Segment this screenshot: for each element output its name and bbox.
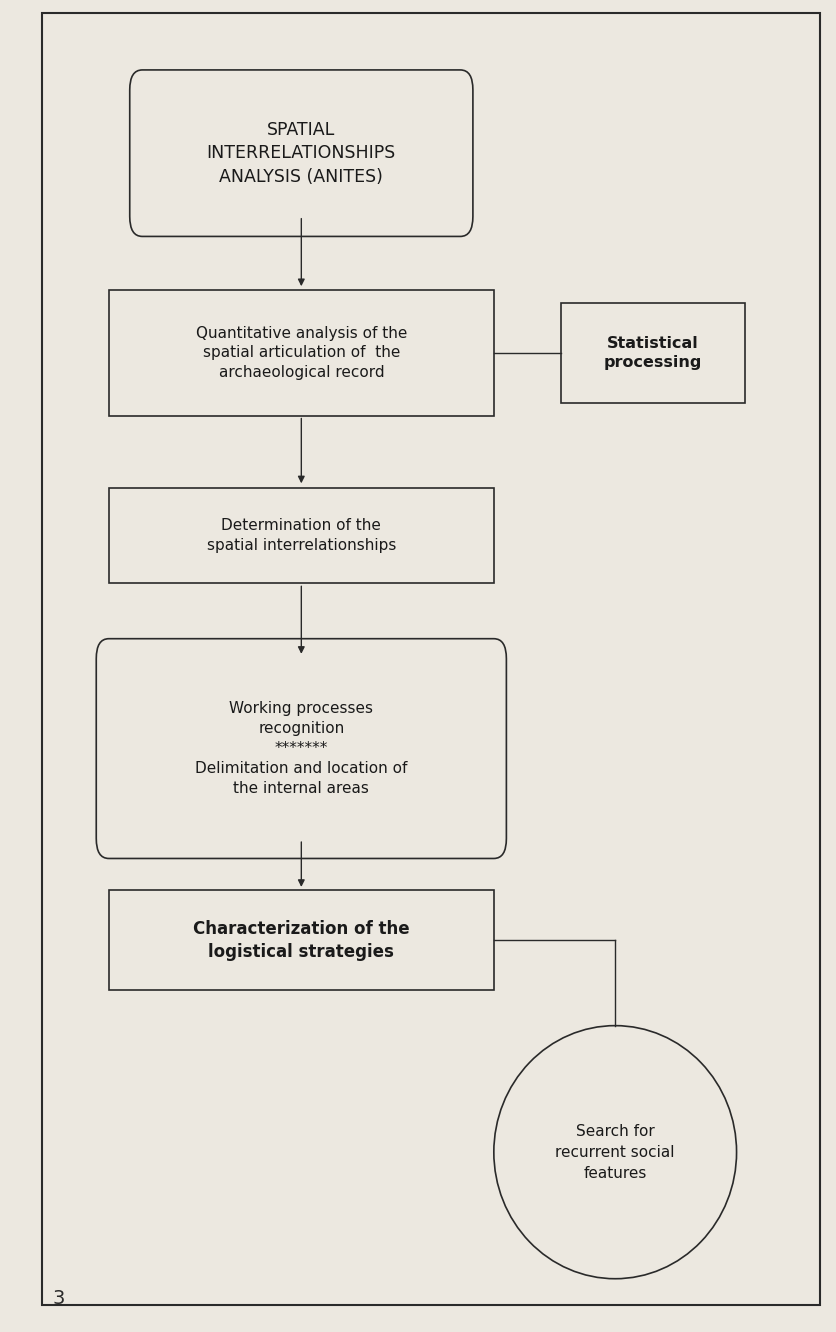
Ellipse shape xyxy=(493,1026,736,1279)
Text: Working processes
recognition
*******
Delimitation and location of
the internal : Working processes recognition ******* De… xyxy=(195,702,407,795)
FancyBboxPatch shape xyxy=(560,304,744,402)
Text: Search for
recurrent social
features: Search for recurrent social features xyxy=(555,1124,674,1180)
FancyBboxPatch shape xyxy=(109,488,493,583)
Text: Statistical
processing: Statistical processing xyxy=(603,336,701,370)
Text: SPATIAL
INTERRELATIONSHIPS
ANALYSIS (ANITES): SPATIAL INTERRELATIONSHIPS ANALYSIS (ANI… xyxy=(206,121,395,185)
Text: 3: 3 xyxy=(53,1289,64,1308)
FancyBboxPatch shape xyxy=(109,290,493,416)
FancyBboxPatch shape xyxy=(96,639,506,859)
Text: Characterization of the
logistical strategies: Characterization of the logistical strat… xyxy=(193,919,409,962)
Text: Determination of the
spatial interrelationships: Determination of the spatial interrelati… xyxy=(206,518,395,553)
Text: Quantitative analysis of the
spatial articulation of  the
archaeological record: Quantitative analysis of the spatial art… xyxy=(196,326,406,380)
FancyBboxPatch shape xyxy=(109,890,493,991)
FancyBboxPatch shape xyxy=(130,71,472,237)
